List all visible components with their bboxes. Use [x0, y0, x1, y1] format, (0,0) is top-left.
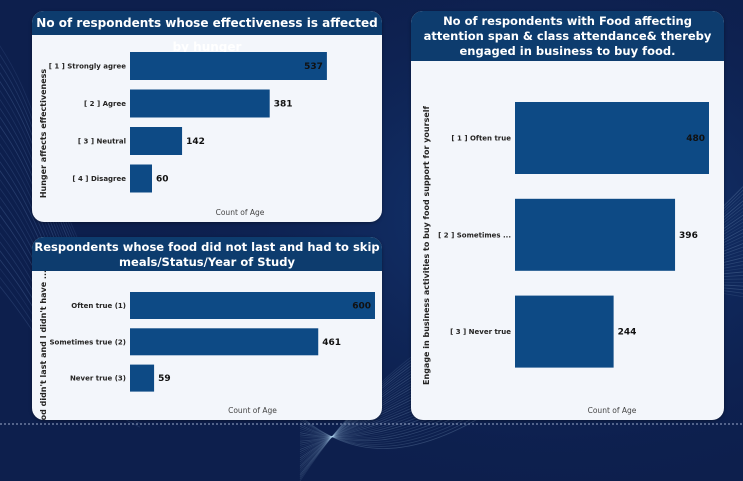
- bar[interactable]: [515, 198, 676, 271]
- category-label: [ 2 ] Agree: [84, 100, 126, 108]
- data-label: 396: [679, 231, 698, 241]
- bar[interactable]: [515, 295, 614, 368]
- category-label: [ 3 ] Never true: [450, 328, 511, 336]
- data-label: 59: [158, 374, 171, 384]
- y-axis-title: Food didn't last and I didn't have ...: [39, 271, 48, 420]
- category-label: [ 4 ] Disagree: [72, 175, 126, 183]
- bar[interactable]: [130, 89, 270, 118]
- bar[interactable]: [130, 164, 152, 193]
- hunger-effectiveness-bar-chart: [ 1 ] Strongly agree 537 [ 2 ] Agree 381 [ 3…: [39, 52, 327, 217]
- business-for-food-bar-chart: [ 1 ] Often true 480 [ 2 ] Sometimes ... 39…: [422, 102, 709, 415]
- chart-title: No of respondents whose effectiveness is…: [32, 11, 382, 54]
- skip-meals-chart-card: Respondents whose food did not last and …: [32, 237, 382, 420]
- x-axis-title: Count of Age: [588, 406, 637, 415]
- data-label: 537: [304, 62, 323, 72]
- data-label: 600: [352, 302, 371, 312]
- category-label: [ 3 ] Neutral: [78, 138, 126, 146]
- category-label: [ 1 ] Often true: [451, 135, 511, 143]
- business-for-food-chart-card: No of respondents with Food affecting at…: [411, 11, 724, 420]
- category-label: Sometimes true (2): [49, 338, 126, 346]
- x-axis-title: Count of Age: [228, 406, 277, 415]
- data-label: 480: [686, 134, 705, 144]
- bar[interactable]: [130, 52, 327, 80]
- y-axis-title: Hunger affects effectiveness: [39, 69, 48, 199]
- data-label: 461: [322, 338, 341, 348]
- chart-title: Respondents whose food did not last and …: [32, 237, 382, 271]
- bar[interactable]: [130, 292, 375, 319]
- bar[interactable]: [515, 102, 709, 174]
- chart-title: No of respondents with Food affecting at…: [411, 11, 724, 61]
- category-label: Never true (3): [70, 375, 126, 383]
- hunger-effectiveness-chart-card: No of respondents whose effectiveness is…: [32, 11, 382, 222]
- category-label: [ 1 ] Strongly agree: [49, 63, 127, 71]
- data-label: 60: [156, 175, 169, 185]
- bar[interactable]: [130, 127, 183, 155]
- data-label: 381: [274, 100, 293, 110]
- bar[interactable]: [130, 328, 319, 356]
- data-label: 244: [618, 328, 637, 338]
- x-axis-title: Count of Age: [216, 208, 265, 217]
- category-label: [ 2 ] Sometimes ...: [438, 231, 511, 239]
- category-label: Often true (1): [71, 302, 126, 310]
- bar[interactable]: [130, 364, 155, 392]
- data-label: 142: [186, 137, 205, 147]
- y-axis-title: Engage in business activities to buy foo…: [422, 106, 431, 385]
- skip-meals-bar-chart: Often true (1) 600 Sometimes true (2) 461 Ne…: [39, 271, 375, 420]
